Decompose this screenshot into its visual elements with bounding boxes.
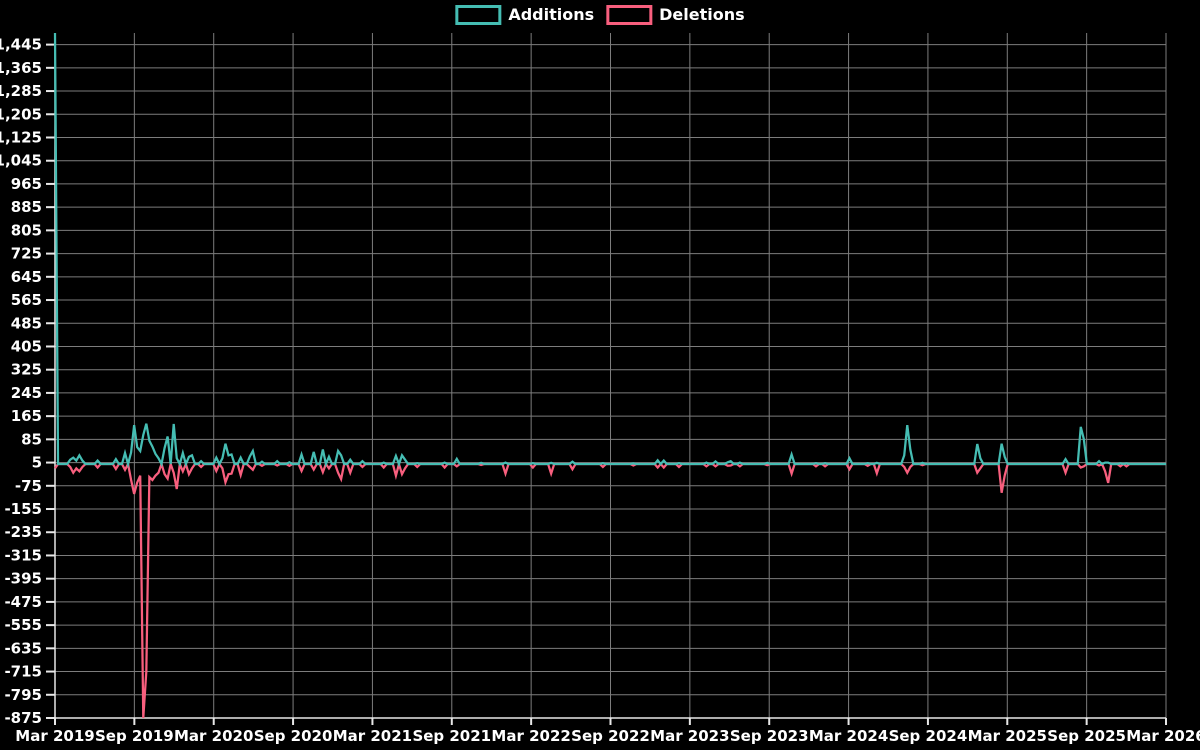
y-tick-label: 485 (11, 314, 42, 332)
y-tick-label: 725 (11, 245, 42, 263)
y-tick-label: 1,125 (0, 128, 42, 146)
y-tick-label: -635 (4, 639, 42, 657)
additions-swatch-icon (455, 5, 502, 25)
chart-legend: Additions Deletions (455, 5, 745, 25)
y-tick-label: 1,365 (0, 59, 42, 77)
y-tick-label: -155 (4, 500, 42, 518)
x-tick-label: Mar 2022 (491, 727, 570, 745)
x-tick-label: Mar 2020 (174, 727, 253, 745)
x-tick-label: Sep 2024 (889, 727, 968, 745)
y-tick-label: 245 (11, 384, 42, 402)
x-tick-label: Sep 2019 (95, 727, 174, 745)
x-tick-label: Sep 2023 (730, 727, 809, 745)
y-tick-label: 165 (11, 407, 42, 425)
x-tick-label: Mar 2026 (1126, 727, 1200, 745)
y-tick-label: 405 (11, 337, 42, 355)
y-tick-label: -555 (4, 616, 42, 634)
x-tick-label: Mar 2024 (809, 727, 888, 745)
additions-line-series (53, 32, 1166, 469)
x-tick-label: Sep 2021 (412, 727, 491, 745)
legend-label-deletions: Deletions (659, 5, 745, 24)
y-tick-label: 885 (11, 198, 42, 216)
x-tick-label: Mar 2021 (333, 727, 412, 745)
x-tick-label: Sep 2022 (571, 727, 650, 745)
y-tick-label: 1,205 (0, 105, 42, 123)
y-tick-label: 645 (11, 268, 42, 286)
x-tick-label: Sep 2025 (1047, 727, 1126, 745)
y-tick-label: -475 (4, 593, 42, 611)
y-tick-label: 565 (11, 291, 42, 309)
legend-label-additions: Additions (508, 5, 595, 24)
y-tick-label: -235 (4, 523, 42, 541)
x-tick-label: Sep 2020 (254, 727, 333, 745)
y-tick-label: -715 (4, 663, 42, 681)
y-tick-label: 1,045 (0, 152, 42, 170)
y-tick-label: 1,445 (0, 36, 42, 54)
legend-item-deletions[interactable]: Deletions (606, 5, 745, 25)
y-tick-label: 1,285 (0, 82, 42, 100)
x-tick-label: Mar 2025 (968, 727, 1047, 745)
deletions-swatch-icon (606, 5, 653, 25)
y-tick-label: -315 (4, 546, 42, 564)
y-tick-label: -875 (4, 709, 42, 727)
x-tick-label: Mar 2023 (650, 727, 729, 745)
y-tick-label: -795 (4, 686, 42, 704)
legend-item-additions[interactable]: Additions (455, 5, 594, 25)
y-tick-label: 5 (32, 454, 42, 472)
y-tick-label: -395 (4, 570, 42, 588)
y-tick-label: -75 (15, 477, 42, 495)
x-tick-label: Mar 2019 (15, 727, 94, 745)
y-tick-label: 805 (11, 221, 42, 239)
y-tick-label: 325 (11, 361, 42, 379)
y-tick-label: 85 (21, 430, 42, 448)
y-tick-label: 965 (11, 175, 42, 193)
